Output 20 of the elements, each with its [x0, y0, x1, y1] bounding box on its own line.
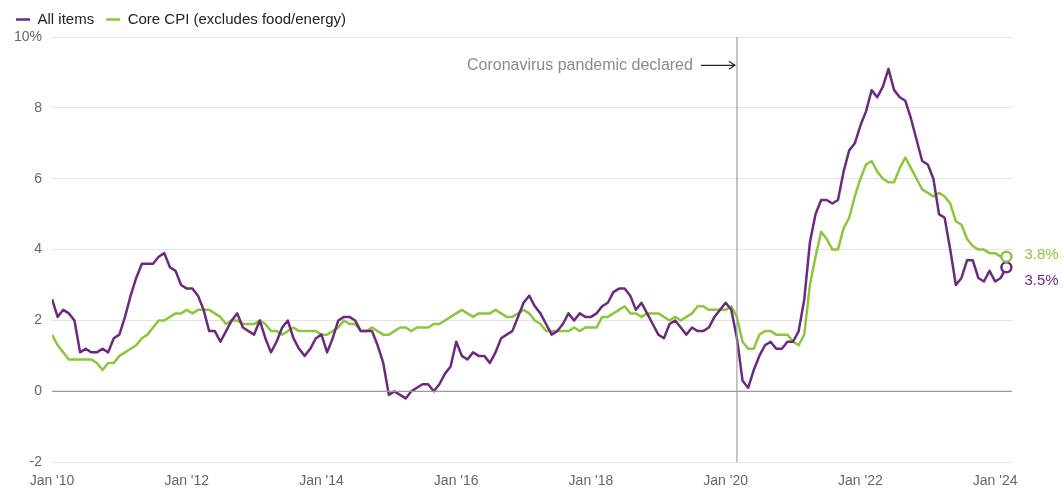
y-tick-label: 4	[34, 240, 43, 257]
annotation: 3.5%	[1024, 271, 1059, 289]
y-tick-label: 0	[34, 382, 43, 399]
ref-line-label: Coronavirus pandemic declared	[467, 55, 693, 73]
y-tick-label: 10%	[13, 27, 43, 44]
x-tick-label: Jan '24	[972, 472, 1018, 489]
x-tick-label: Jan '22	[838, 472, 883, 489]
y-tick-label: -2	[29, 453, 43, 470]
x-tick-label: Jan '14	[299, 472, 345, 489]
y-tick-label: 8	[34, 98, 43, 115]
x-tick-label: Jan '10	[29, 472, 75, 489]
y-tick-label: 2	[34, 311, 43, 328]
x-tick-label: Jan '12	[164, 472, 210, 489]
legend-label: Core CPI (excludes food/energy)	[127, 9, 347, 27]
x-tick-label: Jan '18	[568, 472, 614, 489]
annotation: 3.8%	[1024, 244, 1059, 262]
legend-label: All items	[37, 9, 95, 27]
y-tick-label: 6	[34, 169, 43, 186]
x-tick-label: Jan '16	[433, 472, 479, 489]
x-tick-label: Jan '20	[703, 472, 749, 489]
